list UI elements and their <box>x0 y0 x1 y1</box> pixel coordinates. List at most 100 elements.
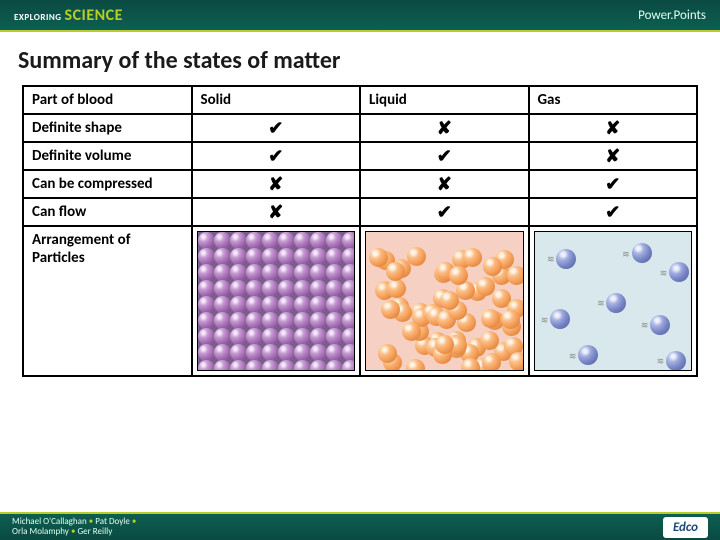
table-row: Definite volume <box>23 142 697 170</box>
publisher-badge: Edco <box>663 517 708 538</box>
brand-logo: EXPLORING SCIENCE <box>14 6 123 25</box>
particle <box>198 344 215 361</box>
cross-icon <box>437 173 452 195</box>
cross-icon <box>605 117 620 139</box>
particle <box>278 232 295 249</box>
cross-icon <box>437 117 452 139</box>
particle <box>606 293 626 313</box>
particle <box>230 232 247 249</box>
mark-cell <box>529 114 698 142</box>
table-header-row: Part of blood Solid Liquid Gas <box>23 86 697 114</box>
particle <box>246 328 263 345</box>
particle <box>310 312 327 329</box>
particle <box>342 232 356 249</box>
particle <box>310 264 327 281</box>
particle <box>326 360 343 371</box>
table-row: Can be compressed <box>23 170 697 198</box>
particle <box>214 296 231 313</box>
table-container: Part of blood Solid Liquid Gas Definite … <box>0 85 720 377</box>
particle <box>246 312 263 329</box>
particle <box>230 248 247 265</box>
particle <box>262 344 279 361</box>
footer-bar: Michael O'Callaghan • Pat Doyle • Orla M… <box>0 512 720 540</box>
particle <box>326 264 343 281</box>
particles-row: Arrangement of Particles≋≋≋≋≋≋≋≋ <box>23 226 697 376</box>
particle <box>666 351 686 371</box>
check-icon <box>437 201 452 223</box>
mark-cell <box>360 170 529 198</box>
particle <box>507 266 523 285</box>
particle <box>246 248 263 265</box>
particle <box>449 266 468 285</box>
mark-cell <box>192 198 361 226</box>
particle <box>214 232 231 249</box>
particle <box>386 262 405 281</box>
particle <box>632 243 652 263</box>
header-bar: EXPLORING SCIENCE Power.Points <box>0 0 720 32</box>
particle <box>406 359 425 371</box>
particle <box>198 312 215 329</box>
motion-lines-icon: ≋ <box>660 268 668 279</box>
particle <box>326 328 343 345</box>
col-header: Solid <box>192 86 361 114</box>
authors-line-2: Orla Molamphy • Ger Reilly <box>12 527 136 537</box>
particle <box>326 280 343 297</box>
particle <box>342 296 356 313</box>
liquid-diagram <box>360 226 529 376</box>
particle <box>262 248 279 265</box>
particle <box>342 344 356 361</box>
particle <box>198 264 215 281</box>
particle <box>342 360 356 371</box>
mark-cell <box>192 114 361 142</box>
particle <box>440 291 459 310</box>
particle <box>326 312 343 329</box>
col-header: Gas <box>529 86 698 114</box>
particle <box>262 328 279 345</box>
particle <box>669 262 689 282</box>
particle <box>230 360 247 371</box>
motion-lines-icon: ≋ <box>569 351 577 362</box>
particle <box>501 310 520 329</box>
particle <box>230 280 247 297</box>
particle <box>326 344 343 361</box>
particle <box>342 280 356 297</box>
check-icon <box>437 145 452 167</box>
solid-diagram <box>192 226 361 376</box>
particle <box>326 232 343 249</box>
header-right-text: Power.Points <box>638 8 706 23</box>
particle <box>278 296 295 313</box>
table-body: Definite shapeDefinite volumeCan be comp… <box>23 114 697 376</box>
particle <box>326 296 343 313</box>
particle <box>230 296 247 313</box>
particle <box>369 248 388 267</box>
page-title: Summary of the states of matter <box>0 32 720 85</box>
particle <box>294 264 311 281</box>
check-icon <box>605 173 620 195</box>
mark-cell <box>529 198 698 226</box>
particle <box>246 344 263 361</box>
particle <box>262 360 279 371</box>
particle <box>230 328 247 345</box>
gas-diagram: ≋≋≋≋≋≋≋≋ <box>529 226 698 376</box>
mark-cell <box>529 170 698 198</box>
brand-small-text: EXPLORING <box>14 12 62 23</box>
particle <box>342 312 356 329</box>
col-header: Part of blood <box>23 86 192 114</box>
particle <box>294 312 311 329</box>
particle <box>550 309 570 329</box>
particle <box>198 248 215 265</box>
particle <box>650 315 670 335</box>
dot-separator: • <box>132 516 136 527</box>
particle <box>294 296 311 313</box>
particle <box>214 248 231 265</box>
particle <box>407 247 426 266</box>
mark-cell <box>360 114 529 142</box>
particle <box>214 312 231 329</box>
cross-icon <box>268 173 283 195</box>
particle <box>262 312 279 329</box>
particle <box>198 296 215 313</box>
particle <box>556 249 576 269</box>
particle <box>278 328 295 345</box>
row-label: Definite shape <box>23 114 192 142</box>
particle <box>246 264 263 281</box>
